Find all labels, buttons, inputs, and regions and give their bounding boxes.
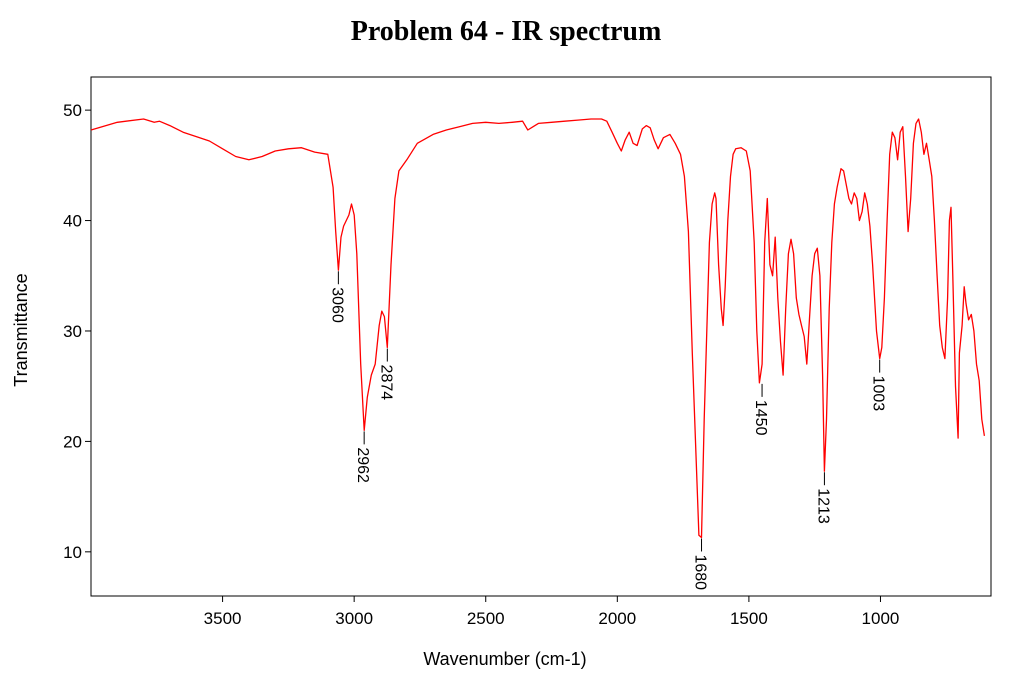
y-tick-label: 30 (63, 322, 82, 341)
peak-label-2874: 2874 (377, 348, 394, 401)
x-tick-label: 2000 (598, 609, 636, 628)
peak-label-1680: 1680 (692, 538, 709, 590)
x-tick-label: 3000 (335, 609, 373, 628)
peak-label-text: 1680 (692, 554, 709, 590)
peak-label-text: 1213 (814, 488, 831, 524)
x-tick-label: 3500 (204, 609, 242, 628)
y-tick-label: 40 (63, 212, 82, 231)
peak-label-1003: 1003 (870, 359, 887, 412)
x-tick-label: 1500 (730, 609, 768, 628)
peak-label-text: 2962 (354, 447, 371, 483)
y-axis: 10 20 30 40 50 (63, 101, 91, 562)
peak-label-text: 3060 (328, 287, 345, 323)
x-tick-label: 1000 (862, 609, 900, 628)
x-tick-label: 2500 (467, 609, 505, 628)
peak-label-1450: 1450 (752, 383, 769, 436)
peak-label-1213: 1213 (814, 472, 831, 524)
x-axis: 3500 3000 2500 2000 1500 1000 (204, 596, 900, 628)
chart-title: Problem 64 - IR spectrum (350, 16, 662, 47)
y-axis-label: Transmittance (11, 273, 31, 386)
y-tick-label: 50 (63, 101, 82, 120)
y-tick-label: 20 (63, 432, 82, 451)
y-tick-label: 10 (63, 543, 82, 562)
peak-annotations: 3060 2962 2874 1680 1450 1213 1003 (328, 271, 887, 590)
peak-label-text: 1450 (752, 400, 769, 436)
x-axis-label: Wavenumber (cm-1) (423, 649, 586, 669)
peak-label-text: 1003 (870, 376, 887, 412)
plot-frame (90, 76, 992, 597)
spectrum-line (90, 118, 986, 539)
peak-label-text: 2874 (377, 365, 394, 401)
peak-label-3060: 3060 (328, 271, 345, 323)
peak-label-2962: 2962 (354, 431, 371, 483)
